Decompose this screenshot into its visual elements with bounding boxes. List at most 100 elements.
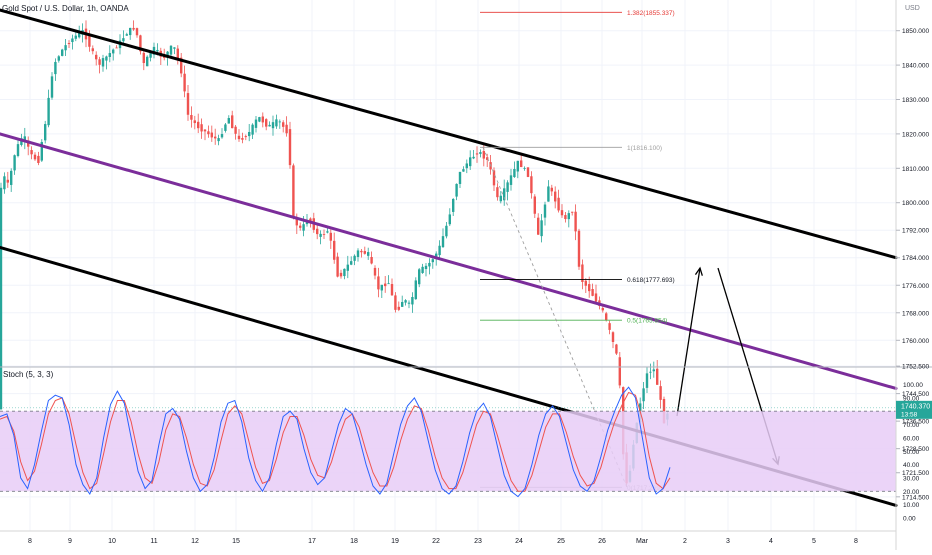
projection-arrow-head[interactable]	[694, 266, 703, 276]
candle-body	[302, 224, 305, 231]
candle-body	[397, 306, 400, 310]
time-tick-label: 8	[28, 538, 32, 545]
candle-body	[414, 280, 417, 300]
candle-body	[207, 131, 210, 135]
candle-body	[404, 300, 407, 303]
candle-body	[533, 196, 536, 214]
price-axis[interactable]: 1850.000 1840.000 1830.000 1820.000 1810.000…	[896, 28, 929, 501]
candle-body	[445, 225, 448, 237]
candle-body	[594, 293, 598, 302]
candle-body	[645, 373, 649, 388]
candle-body	[108, 53, 111, 57]
stochastic-axis[interactable]: 100.0090.0080.0070.0060.0050.0040.0030.0…	[903, 382, 923, 523]
candle-body	[608, 323, 611, 330]
stochastic-pane	[0, 386, 896, 498]
candle-body	[642, 388, 645, 402]
candle-body	[523, 167, 526, 169]
candle-body	[509, 175, 513, 185]
fib-level-label: 0.618(1777.693)	[627, 277, 675, 284]
candle-body	[567, 213, 570, 220]
candle-body	[234, 126, 237, 134]
time-axis[interactable]: 8 9 10 11 12 15 17 18 19 22 23 24 25 26 Mar 2 3 4 5 8	[28, 538, 858, 545]
candle-body	[353, 255, 356, 261]
candle-body	[13, 155, 16, 171]
stochastic-tick-label: 50.00	[903, 449, 920, 456]
candle-body	[329, 232, 332, 241]
candle-body	[387, 283, 390, 285]
candle-body	[115, 47, 118, 49]
candle-body	[560, 210, 564, 216]
time-tick-label: 3	[726, 538, 730, 545]
symbol-title[interactable]: Gold Spot / U.S. Dollar, 1h, OANDA	[2, 4, 129, 13]
channel-upper-line[interactable]	[0, 8, 898, 260]
current-price-badge: 1740.370 13:58	[896, 400, 932, 419]
time-tick-label: 24	[515, 538, 523, 545]
projection-arrow-line[interactable]	[676, 267, 701, 417]
candle-body	[540, 220, 543, 237]
candle-body	[146, 56, 149, 67]
candle-body	[95, 54, 98, 60]
candle-body	[88, 35, 91, 47]
candle-body	[411, 297, 414, 305]
channel-mid-line[interactable]	[0, 132, 898, 390]
candle-body	[180, 57, 183, 74]
candle-body	[282, 122, 285, 127]
candle-body	[547, 186, 550, 202]
price-tick-label: 1800.000	[902, 200, 929, 207]
candle-body	[91, 48, 94, 52]
candle-body	[67, 43, 71, 45]
candle-body	[6, 179, 9, 183]
candle-body	[662, 398, 666, 424]
candle-body	[333, 240, 336, 260]
time-tick-label: 25	[557, 538, 565, 545]
candle-body	[30, 150, 33, 155]
candle-body	[275, 119, 278, 127]
price-tick-label: 1792.000	[902, 228, 929, 235]
candle-body	[472, 156, 475, 159]
candle-body	[479, 152, 482, 154]
candle-body	[173, 47, 176, 49]
price-tick-label: 1721.500	[902, 470, 929, 477]
candle-body	[482, 151, 485, 159]
currency-label: USD	[905, 5, 920, 12]
candle-body	[288, 129, 292, 166]
candle-body	[122, 38, 125, 42]
candle-body	[384, 283, 387, 287]
stochastic-tick-label: 30.00	[903, 475, 920, 482]
candle-body	[78, 32, 81, 38]
stochastic-k-line	[0, 386, 671, 498]
candle-body	[244, 136, 247, 138]
candle-body	[469, 157, 472, 167]
candle-body	[47, 97, 50, 126]
candle-body	[214, 136, 217, 139]
candle-body	[336, 256, 339, 277]
candle-body	[193, 120, 196, 124]
stochastic-title[interactable]: Stoch (5, 3, 3)	[3, 370, 54, 379]
candle-body	[285, 124, 288, 134]
fib-level-label: 0.5(1765.854)	[627, 318, 667, 325]
time-tick-label: 10	[108, 538, 116, 545]
candle-body	[339, 272, 343, 277]
candle-body	[322, 234, 326, 235]
candle-body	[33, 154, 37, 160]
candle-body	[486, 157, 489, 160]
candle-body	[649, 371, 652, 373]
stochastic-tick-label: 10.00	[903, 502, 920, 509]
stochastic-tick-label: 70.00	[903, 422, 920, 429]
candle-body	[356, 250, 360, 258]
candle-body	[537, 217, 540, 235]
price-tick-label: 1714.500	[902, 494, 929, 501]
time-tick-label: 26	[598, 538, 606, 545]
candle-body	[265, 119, 268, 127]
candle-body	[248, 131, 251, 137]
candle-body	[105, 56, 108, 61]
candle-body	[346, 264, 349, 271]
candle-body	[373, 267, 377, 276]
candle-body	[217, 138, 220, 142]
candle-body	[435, 253, 438, 259]
candle-body	[183, 73, 186, 92]
stochastic-tick-label: 0.00	[903, 516, 916, 523]
candle-body	[241, 138, 244, 140]
